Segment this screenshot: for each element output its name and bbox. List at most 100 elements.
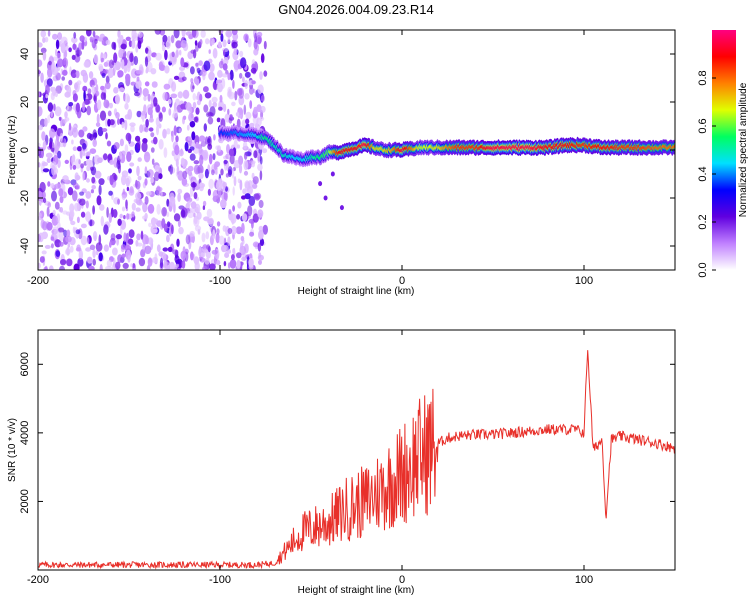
heatmap-cell (159, 139, 164, 150)
heatmap-cell (151, 229, 158, 233)
heatmap-cell (261, 95, 265, 102)
heatmap-cell (81, 212, 85, 218)
heatmap-cell (193, 49, 196, 58)
heatmap-cell (101, 216, 104, 226)
heatmap-cell (115, 112, 120, 119)
heatmap-cell (153, 97, 157, 107)
heatmap-cell (208, 117, 214, 125)
heatmap-cell (249, 160, 255, 164)
heatmap-cell (208, 189, 211, 196)
heatmap-cell (150, 177, 154, 183)
heatmap-cell (187, 125, 190, 131)
heatmap-cell (195, 204, 201, 214)
heatmap-cell (182, 260, 186, 268)
heatmap-cell (126, 37, 131, 41)
heatmap-cell (75, 71, 79, 79)
heatmap-cell (168, 108, 171, 115)
heatmap-cell (208, 179, 214, 189)
heatmap-cell (142, 216, 147, 220)
heatmap-cell (194, 117, 199, 123)
heatmap-cell (110, 175, 114, 185)
heatmap-cell (90, 167, 94, 171)
heatmap-cell (224, 261, 227, 266)
heatmap-cell (82, 126, 87, 131)
heatmap-cell (61, 76, 65, 81)
heatmap-cell (171, 225, 174, 235)
heatmap-cell (95, 171, 102, 179)
heatmap-cell (101, 58, 104, 62)
heatmap-cell (190, 251, 194, 260)
heatmap-cell (175, 260, 180, 265)
heatmap-cell (77, 80, 82, 85)
heatmap-cell (77, 146, 82, 151)
heatmap-cell (105, 82, 111, 89)
heatmap-cell (217, 83, 223, 92)
heatmap-cell (47, 115, 50, 124)
heatmap-cell (318, 181, 322, 186)
heatmap-cell (137, 76, 140, 81)
heatmap-cell (242, 77, 245, 83)
heatmap-cell (136, 200, 143, 205)
heatmap-cell (172, 52, 175, 58)
colorbar: 0.00.20.40.60.8 Normalized spectral ampl… (697, 30, 749, 278)
heatmap-cell (193, 93, 197, 101)
heatmap-cell (147, 169, 154, 178)
heatmap-cell (43, 141, 47, 150)
heatmap-cell (71, 73, 76, 78)
heatmap-cell (216, 180, 222, 191)
heatmap-cell (253, 107, 257, 115)
heatmap-cell (190, 121, 196, 128)
heatmap-cell (113, 52, 117, 63)
heatmap-cell (158, 251, 163, 256)
heatmap-cell (171, 81, 176, 92)
heatmap-cell (212, 250, 218, 255)
heatmap-cell (245, 112, 251, 119)
heatmap-cell (109, 160, 114, 165)
heatmap-cell (80, 163, 84, 168)
heatmap-cell (239, 73, 242, 79)
x-tick-label: -200 (27, 574, 49, 586)
heatmap-cell (96, 84, 99, 92)
heatmap-cell (131, 39, 135, 49)
y-tick-label: -40 (19, 238, 31, 254)
heatmap-cell (228, 92, 235, 100)
heatmap-cell (154, 172, 159, 182)
heatmap-cell (115, 94, 120, 104)
heatmap-cell (108, 191, 113, 196)
heatmap-cell (174, 28, 180, 39)
heatmap-cell (241, 236, 245, 241)
heatmap-cell (48, 61, 52, 66)
heatmap-cell (118, 38, 121, 49)
heatmap-cell (174, 125, 177, 136)
heatmap-cell (92, 205, 95, 214)
heatmap-cell (238, 156, 243, 166)
heatmap-cell (68, 102, 73, 106)
heatmap-cell (232, 248, 235, 254)
heatmap-cell (49, 141, 52, 149)
heatmap-cell (167, 36, 170, 43)
colorbar-tick-label: 0.6 (697, 118, 709, 133)
heatmap-cell (242, 213, 247, 221)
heatmap-cell (47, 207, 50, 217)
heatmap-cell (39, 182, 45, 193)
heatmap-cell (119, 87, 125, 92)
heatmap-cell (136, 233, 141, 240)
heatmap-cell (200, 70, 206, 77)
heatmap-cell (92, 259, 96, 266)
heatmap-cell (136, 207, 141, 211)
heatmap-cell (177, 193, 181, 202)
heatmap-cell (63, 119, 67, 124)
heatmap-cell (156, 204, 160, 215)
heatmap-cell (109, 119, 115, 125)
heatmap-cell (180, 57, 184, 67)
heatmap-cell (179, 128, 182, 133)
colorbar-tick-label: 0.2 (697, 214, 709, 229)
heatmap-cell (145, 166, 148, 174)
heatmap-cell (130, 263, 132, 267)
heatmap-cell (51, 243, 54, 248)
heatmap-cell (108, 111, 112, 117)
heatmap-cell (93, 31, 96, 37)
heatmap-cell (190, 66, 195, 74)
heatmap-cell (121, 44, 127, 50)
heatmap-cell (57, 151, 61, 159)
